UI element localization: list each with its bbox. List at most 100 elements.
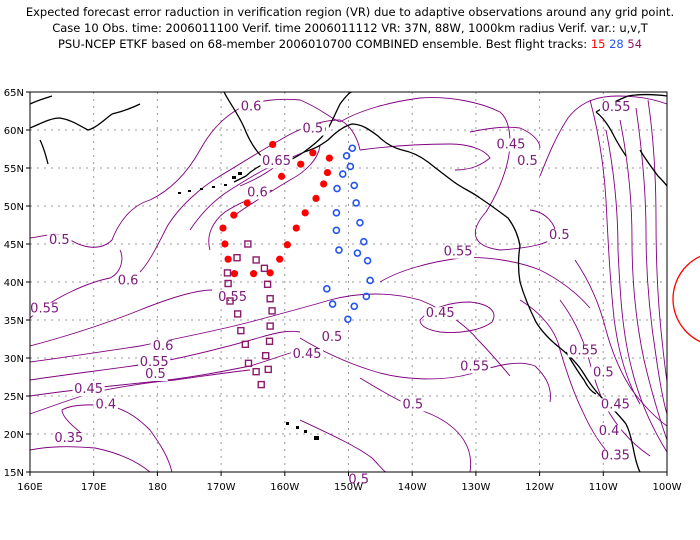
track-28-point xyxy=(362,292,371,301)
track-15-point xyxy=(301,209,309,217)
y-tick-label: 60N xyxy=(4,126,24,137)
track-15-point xyxy=(224,255,232,263)
track-54-point xyxy=(226,297,234,305)
contour-line xyxy=(559,299,651,457)
x-tick-label: 180 xyxy=(148,482,167,493)
contour-label: 0.5 xyxy=(322,330,343,345)
track-15 xyxy=(219,140,333,278)
x-tick-label: 170W xyxy=(207,482,236,493)
contour-label: 0.65 xyxy=(262,154,291,169)
contour-label-bg xyxy=(319,330,345,344)
island xyxy=(224,184,227,186)
track-54-point xyxy=(263,280,272,288)
track-28-point xyxy=(335,246,343,254)
title-line-1: Expected forecast error raduction in ver… xyxy=(25,5,675,19)
contour-line xyxy=(379,257,591,309)
contour-line xyxy=(30,293,511,377)
island xyxy=(232,176,236,179)
track-15-point xyxy=(249,270,258,278)
coastline-hudson xyxy=(595,111,667,187)
contour-label: 0.55 xyxy=(569,343,598,358)
island xyxy=(212,186,215,188)
contour-label: 0.35 xyxy=(54,431,83,446)
track-54-point xyxy=(252,367,260,376)
contour-label-bg xyxy=(47,234,72,248)
track-54-point xyxy=(266,295,274,303)
contour-label: 0.5 xyxy=(402,397,423,412)
track-15-point xyxy=(230,270,239,278)
track-28-point xyxy=(352,199,360,207)
track-54-point xyxy=(237,326,245,335)
track-28-point xyxy=(348,144,357,153)
title-line-3: PSU-NCEP ETKF based on 68-member 2006010… xyxy=(0,38,700,51)
track-28-point xyxy=(342,152,351,160)
track-15-point xyxy=(283,241,291,249)
y-tick-label: 15N xyxy=(4,468,24,479)
track-label-54: 54 xyxy=(627,37,643,51)
contour-label: 0.45 xyxy=(601,397,630,412)
contour-label: 0.6 xyxy=(118,274,139,289)
y-tick-label: 45N xyxy=(4,240,24,251)
coastline-gulf-of-alaska xyxy=(303,123,481,199)
contour-label: 0.45 xyxy=(496,137,525,152)
contour-label-bg xyxy=(28,302,61,316)
contour-line xyxy=(589,99,641,405)
contour-label: 0.55 xyxy=(460,359,489,374)
x-tick-label: 150W xyxy=(334,482,363,493)
track-54-point xyxy=(233,253,241,262)
contour-label-bg xyxy=(515,155,540,169)
contour-label-bg xyxy=(260,155,293,169)
contour-label-bg xyxy=(591,366,616,380)
contour-label-bg xyxy=(245,186,270,200)
contour-label-bg xyxy=(599,449,632,463)
track-54-point xyxy=(260,264,269,273)
contour-label-bg xyxy=(400,398,426,412)
contour-label: 0.6 xyxy=(153,339,174,354)
contour-label-bg xyxy=(442,245,475,259)
y-tick-label: 50N xyxy=(4,202,24,213)
y-tick-label: 30N xyxy=(4,354,24,365)
track-15-point xyxy=(221,240,229,248)
hawaii-island xyxy=(304,430,307,433)
contour-label-bg xyxy=(52,431,85,445)
track-28-point xyxy=(328,300,337,308)
contour-label-bg xyxy=(424,307,457,321)
track-28 xyxy=(323,144,374,324)
island xyxy=(188,190,191,192)
track-54-point xyxy=(266,322,274,330)
contour-line xyxy=(64,98,341,248)
y-tick-label: 20N xyxy=(4,430,24,441)
contour-label: 0.55 xyxy=(140,355,169,370)
y-tick-label: 65N xyxy=(4,88,24,99)
contour-label: 0.6 xyxy=(241,99,262,114)
track-54-point xyxy=(233,310,242,318)
title-line-3-text: PSU-NCEP ETKF based on 68-member 2006010… xyxy=(57,37,588,51)
track-15-point xyxy=(278,172,286,180)
island xyxy=(178,192,181,194)
track-54-point xyxy=(223,269,232,277)
track-15-point xyxy=(312,194,320,202)
contour-label-bg xyxy=(458,360,491,374)
contour-label-bg xyxy=(150,339,176,353)
y-tick-label: 25N xyxy=(4,392,24,403)
contour-label: 0.5 xyxy=(145,367,166,382)
hawaii-island xyxy=(296,426,299,429)
track-54-point xyxy=(264,365,272,374)
contour-line xyxy=(647,99,667,383)
contour-label-bg xyxy=(143,368,168,381)
contour-label: 0.55 xyxy=(444,245,473,260)
axis-ticks: 160E 170E 180 170W 160W 150W 140W 130W 120W 110W 1… xyxy=(4,88,682,493)
x-tick-label: 120W xyxy=(525,482,554,493)
contour-labels: 0.60.650.60.50.450.50.550.50.50.550.50.6… xyxy=(28,99,633,488)
contour-line xyxy=(519,299,616,461)
contour-line xyxy=(139,119,361,273)
contour-label: 0.4 xyxy=(95,397,116,412)
contour-line xyxy=(419,301,495,333)
track-15-point xyxy=(320,180,328,188)
contour-label: 0.4 xyxy=(599,424,620,439)
track-54-point xyxy=(252,256,260,264)
track-28-point xyxy=(359,237,368,246)
track-15-point xyxy=(292,224,300,232)
flight-tracks xyxy=(219,140,374,389)
